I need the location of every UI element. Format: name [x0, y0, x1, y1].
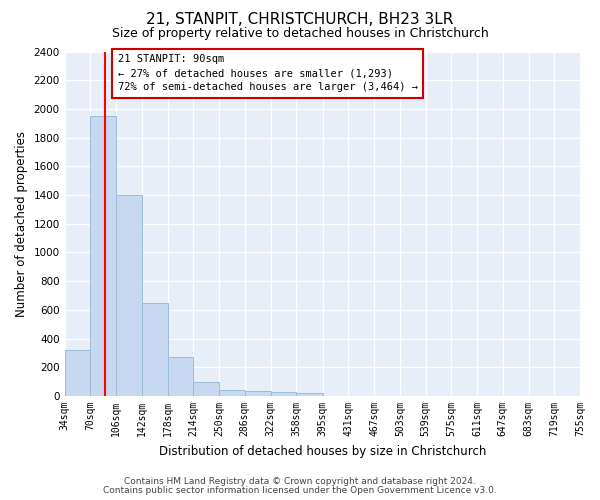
Bar	[219, 390, 245, 396]
Text: Contains public sector information licensed under the Open Government Licence v3: Contains public sector information licen…	[103, 486, 497, 495]
Bar	[245, 391, 271, 396]
Text: 21, STANPIT, CHRISTCHURCH, BH23 3LR: 21, STANPIT, CHRISTCHURCH, BH23 3LR	[146, 12, 454, 28]
Y-axis label: Number of detached properties: Number of detached properties	[15, 131, 28, 317]
Text: Size of property relative to detached houses in Christchurch: Size of property relative to detached ho…	[112, 28, 488, 40]
Bar	[271, 392, 296, 396]
Bar	[167, 358, 193, 396]
Text: 21 STANPIT: 90sqm
← 27% of detached houses are smaller (1,293)
72% of semi-detac: 21 STANPIT: 90sqm ← 27% of detached hous…	[118, 54, 418, 92]
Bar	[296, 393, 323, 396]
X-axis label: Distribution of detached houses by size in Christchurch: Distribution of detached houses by size …	[158, 444, 486, 458]
Bar	[65, 350, 91, 396]
Text: Contains HM Land Registry data © Crown copyright and database right 2024.: Contains HM Land Registry data © Crown c…	[124, 477, 476, 486]
Bar	[193, 382, 219, 396]
Bar	[116, 195, 142, 396]
Bar	[91, 116, 116, 396]
Bar	[142, 302, 167, 396]
